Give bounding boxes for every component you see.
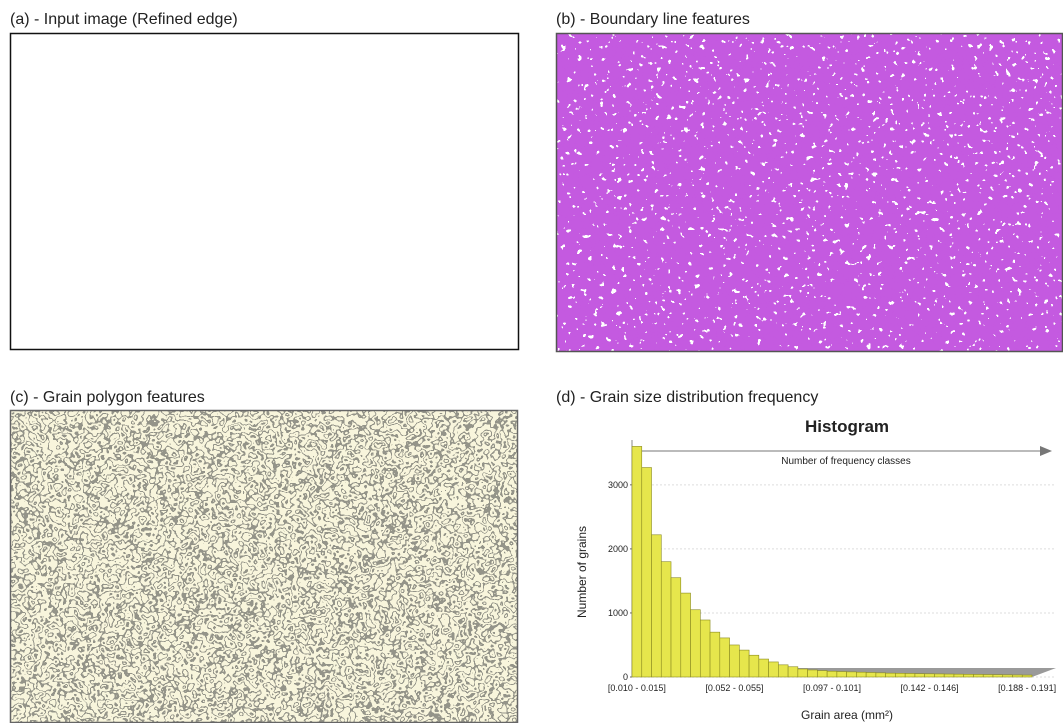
y-axis-label: Number of grains [575, 526, 589, 618]
bar [943, 673, 955, 678]
bar [787, 666, 799, 678]
bar [856, 671, 867, 678]
bar [934, 673, 945, 678]
bar [641, 467, 652, 678]
bar [699, 619, 711, 678]
panel-title: (d) - Grain size distribution frequency [556, 389, 818, 406]
bar [982, 674, 994, 678]
bar [768, 661, 779, 678]
y-tick-label: 2000 [608, 544, 628, 554]
bar [973, 674, 984, 678]
image-c [10, 410, 518, 723]
bar [992, 674, 1004, 678]
bar [670, 577, 682, 678]
bar [709, 631, 721, 678]
bar [895, 672, 906, 678]
panel-title: (c) - Grain polygon features [10, 389, 205, 406]
bar [651, 534, 662, 678]
x-tick-label: [0.010 - 0.015] [608, 683, 666, 693]
bar [660, 561, 672, 678]
bar [758, 658, 769, 678]
x-tick-label: [0.142 - 0.146] [901, 683, 959, 693]
bar [836, 671, 847, 678]
bar [807, 669, 818, 678]
bar [1021, 674, 1033, 678]
plot: 0 1000 2000 3000 [0.010 - 0.015] [0.052 - 0.0… [608, 440, 1056, 693]
y-tick-label: 3000 [608, 480, 628, 490]
bar [719, 637, 730, 678]
panel-title: (b) - Boundary line features [556, 11, 750, 28]
bar [1012, 674, 1023, 678]
bar [826, 670, 838, 678]
image-a [10, 33, 518, 349]
image-a-frame [9, 32, 520, 351]
bar [631, 446, 643, 678]
bar [1002, 674, 1013, 678]
annotation: Number of frequency classes [781, 456, 911, 467]
bar [817, 670, 828, 678]
bar [924, 673, 935, 678]
bar [963, 674, 974, 678]
bar [904, 673, 916, 678]
bar [690, 609, 701, 678]
image-b [556, 33, 1063, 352]
bar [729, 644, 740, 678]
y-tick-label: 0 [623, 672, 628, 682]
y-tick-label: 1000 [608, 608, 628, 618]
chart-title: Histogram [805, 417, 889, 436]
bar [797, 668, 808, 678]
bar [953, 673, 965, 678]
bar [914, 673, 925, 678]
x-tick-label: [0.052 - 0.055] [705, 683, 763, 693]
annotation-arrowhead [1040, 446, 1052, 456]
bar [680, 592, 691, 678]
bar [748, 654, 760, 678]
panel-title: (a) - Input image (Refined edge) [10, 11, 238, 28]
x-axis-label: Grain area (mm²) [801, 708, 893, 722]
bar [865, 672, 877, 678]
bar [778, 664, 789, 678]
bar [885, 672, 896, 678]
x-tick-label: [0.097 - 0.101] [803, 683, 861, 693]
bar [739, 649, 750, 678]
x-tick-label: [0.188 - 0.191] [998, 683, 1056, 693]
bar [875, 672, 886, 678]
bar [846, 671, 857, 678]
